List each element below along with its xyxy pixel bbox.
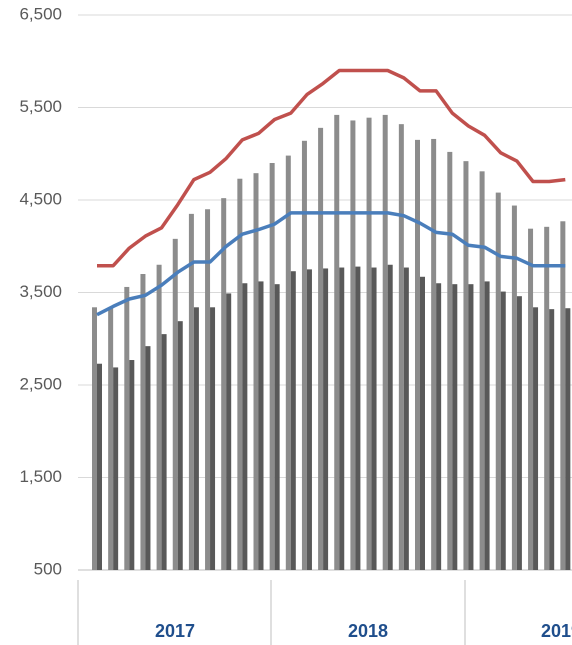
- bar: [172, 238, 178, 570]
- bar: [177, 321, 183, 570]
- bar: [533, 307, 539, 570]
- bar: [452, 284, 458, 570]
- y-tick-label: 500: [34, 559, 62, 578]
- bar: [528, 228, 534, 571]
- bar: [242, 283, 248, 570]
- bar: [468, 284, 474, 570]
- bar: [113, 367, 119, 570]
- bar: [431, 138, 437, 570]
- bar: [97, 363, 102, 570]
- bar: [565, 308, 571, 570]
- bar: [511, 205, 517, 571]
- bar: [560, 221, 566, 570]
- bar: [210, 307, 216, 570]
- bar: [193, 307, 199, 570]
- bar: [544, 226, 550, 570]
- bar: [221, 198, 227, 570]
- bar: [403, 267, 409, 570]
- bar: [124, 286, 130, 570]
- bar: [140, 274, 146, 570]
- bar: [188, 213, 194, 570]
- bar: [420, 276, 425, 570]
- line: [96, 211, 566, 317]
- bar: [549, 309, 555, 570]
- group-label: 2018: [348, 621, 388, 641]
- bar: [285, 155, 291, 570]
- bar: [269, 163, 275, 570]
- y-tick-label: 1,500: [19, 467, 62, 486]
- group-label: 2019: [541, 621, 572, 641]
- bar: [258, 281, 264, 570]
- bar: [479, 171, 485, 570]
- bar: [355, 266, 361, 570]
- bar: [463, 161, 469, 570]
- y-tick-label: 2,500: [19, 374, 62, 393]
- bar: [484, 281, 490, 570]
- bar: [366, 117, 372, 571]
- line: [97, 68, 566, 268]
- bar: [495, 192, 501, 570]
- bar: [145, 346, 151, 570]
- bar: [371, 267, 377, 570]
- bar: [301, 140, 307, 571]
- group-label: 2017: [155, 621, 195, 641]
- bar: [290, 271, 296, 570]
- y-tick-label: 4,500: [19, 189, 62, 208]
- bar: [500, 291, 506, 570]
- bar: [318, 127, 324, 570]
- bar: [226, 293, 232, 570]
- bar: [415, 139, 420, 570]
- bar: [436, 283, 442, 570]
- bar: [387, 264, 393, 570]
- bar: [156, 264, 162, 570]
- y-tick-label: 6,500: [19, 4, 62, 23]
- bar: [516, 296, 522, 570]
- bar: [129, 360, 135, 570]
- bar: [323, 268, 329, 570]
- bar: [339, 267, 345, 570]
- bar: [350, 120, 356, 570]
- bar: [382, 114, 388, 571]
- bar: [161, 334, 167, 570]
- bar: [205, 209, 211, 570]
- bar: [334, 114, 340, 571]
- bar: [253, 173, 259, 571]
- y-tick-label: 3,500: [19, 282, 62, 301]
- bar: [447, 151, 453, 570]
- bar: [274, 284, 280, 570]
- bar: [306, 269, 312, 570]
- bar: [237, 178, 243, 570]
- bar: [92, 307, 97, 570]
- y-tick-label: 5,500: [19, 97, 62, 116]
- bar: [108, 307, 114, 570]
- bar: [398, 124, 404, 571]
